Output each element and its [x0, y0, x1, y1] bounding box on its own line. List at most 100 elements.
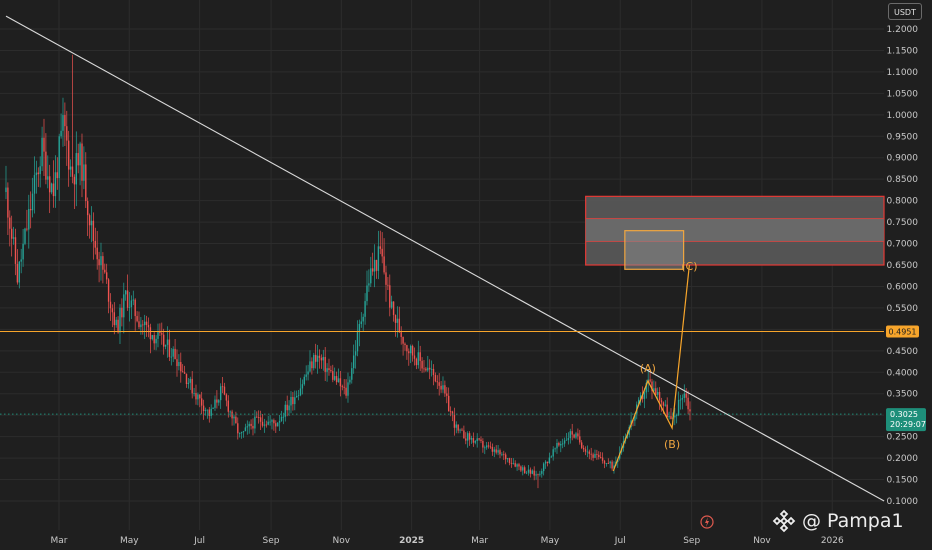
- candle-body: [341, 386, 343, 388]
- candle: [134, 298, 136, 331]
- candle-body: [109, 301, 112, 309]
- candle: [100, 242, 102, 281]
- candle: [5, 165, 7, 200]
- price-axis-area[interactable]: [884, 0, 932, 550]
- candle-body: [69, 166, 72, 170]
- time-axis[interactable]: Mar May Jul Sep Nov 2025 Mar May Jul Sep Nov 2026: [51, 536, 844, 546]
- candle-body: [681, 397, 684, 400]
- candle: [225, 393, 228, 407]
- candle: [191, 371, 193, 399]
- candle-body: [16, 263, 19, 283]
- candle: [178, 354, 180, 371]
- candle-body: [394, 314, 397, 323]
- candle: [675, 413, 678, 424]
- candle: [326, 363, 328, 382]
- candle-body: [457, 424, 459, 431]
- candle: [356, 320, 359, 357]
- candle-body: [368, 283, 370, 286]
- candle-body: [299, 388, 302, 396]
- candle-body: [497, 450, 499, 453]
- candle: [411, 344, 414, 362]
- candle-body: [508, 458, 511, 463]
- candle: [275, 420, 277, 433]
- candle: [73, 174, 76, 210]
- candle-body: [371, 268, 374, 272]
- candle-body: [221, 386, 224, 388]
- candle-body: [451, 411, 454, 416]
- candle: [558, 441, 560, 447]
- wave-path[interactable]: [612, 264, 690, 472]
- candle: [52, 160, 55, 208]
- candle-body: [64, 115, 66, 127]
- candle: [267, 415, 269, 426]
- candle: [197, 392, 199, 406]
- candle-body: [328, 368, 330, 371]
- candle-body: [531, 470, 533, 474]
- candle-body: [522, 467, 524, 471]
- candle-body: [493, 449, 495, 452]
- candle: [480, 436, 482, 444]
- target-zones[interactable]: [585, 195, 885, 270]
- candle-body: [333, 376, 336, 380]
- drawing-lines[interactable]: [0, 15, 885, 502]
- candle-body: [590, 453, 592, 455]
- candle-body: [675, 415, 678, 416]
- candle-body: [180, 362, 182, 372]
- candle-body: [417, 352, 419, 366]
- descending-trendline[interactable]: [5, 15, 885, 502]
- candle: [162, 328, 165, 355]
- candle: [588, 449, 590, 460]
- candle-body: [474, 441, 476, 443]
- candle-body: [39, 166, 41, 175]
- candle-body: [183, 372, 186, 374]
- candle-body: [214, 399, 216, 408]
- candle: [387, 277, 389, 291]
- candle: [582, 445, 585, 453]
- candle: [605, 463, 608, 467]
- candle-body: [512, 463, 514, 464]
- candle: [453, 407, 456, 436]
- candle-body: [449, 411, 452, 413]
- candle-body: [639, 395, 642, 400]
- currency-button[interactable]: USDT: [888, 3, 922, 20]
- price-axis-tick-label: 1.0000: [887, 111, 919, 121]
- candle: [98, 251, 100, 283]
- candle: [341, 384, 343, 391]
- candle-body: [565, 439, 568, 441]
- candle-body: [170, 356, 172, 358]
- candle: [60, 113, 62, 139]
- candle: [470, 435, 473, 444]
- flash-icon[interactable]: [700, 515, 714, 529]
- candle-body: [453, 415, 456, 428]
- candle-body: [447, 395, 450, 412]
- candle-body: [322, 357, 324, 361]
- price-axis-tick-label: 0.1500: [887, 476, 919, 486]
- candle: [43, 118, 45, 177]
- candle-body: [248, 423, 250, 427]
- candle: [569, 428, 571, 444]
- candle: [371, 252, 374, 276]
- candle-body: [305, 374, 307, 377]
- candle-body: [254, 416, 256, 429]
- candle: [164, 344, 167, 350]
- candle: [415, 357, 418, 370]
- price-axis[interactable]: 1.2000 1.1500 1.1000 1.0500 1.0000 0.9500 0.90…: [884, 0, 932, 550]
- candle-body: [117, 319, 119, 333]
- candle: [117, 316, 119, 334]
- candle-body: [79, 143, 81, 166]
- candle: [368, 269, 370, 292]
- candle: [347, 372, 349, 403]
- candle: [428, 359, 431, 380]
- candle-body: [343, 386, 345, 388]
- candle: [459, 428, 461, 434]
- candle-body: [485, 445, 488, 448]
- candle: [88, 213, 91, 239]
- candle-body: [235, 416, 237, 424]
- candle: [248, 421, 250, 434]
- candle-body: [487, 445, 490, 447]
- candle: [544, 460, 547, 469]
- candle: [238, 432, 241, 438]
- candle: [463, 425, 465, 439]
- inner-target-box[interactable]: [624, 230, 685, 270]
